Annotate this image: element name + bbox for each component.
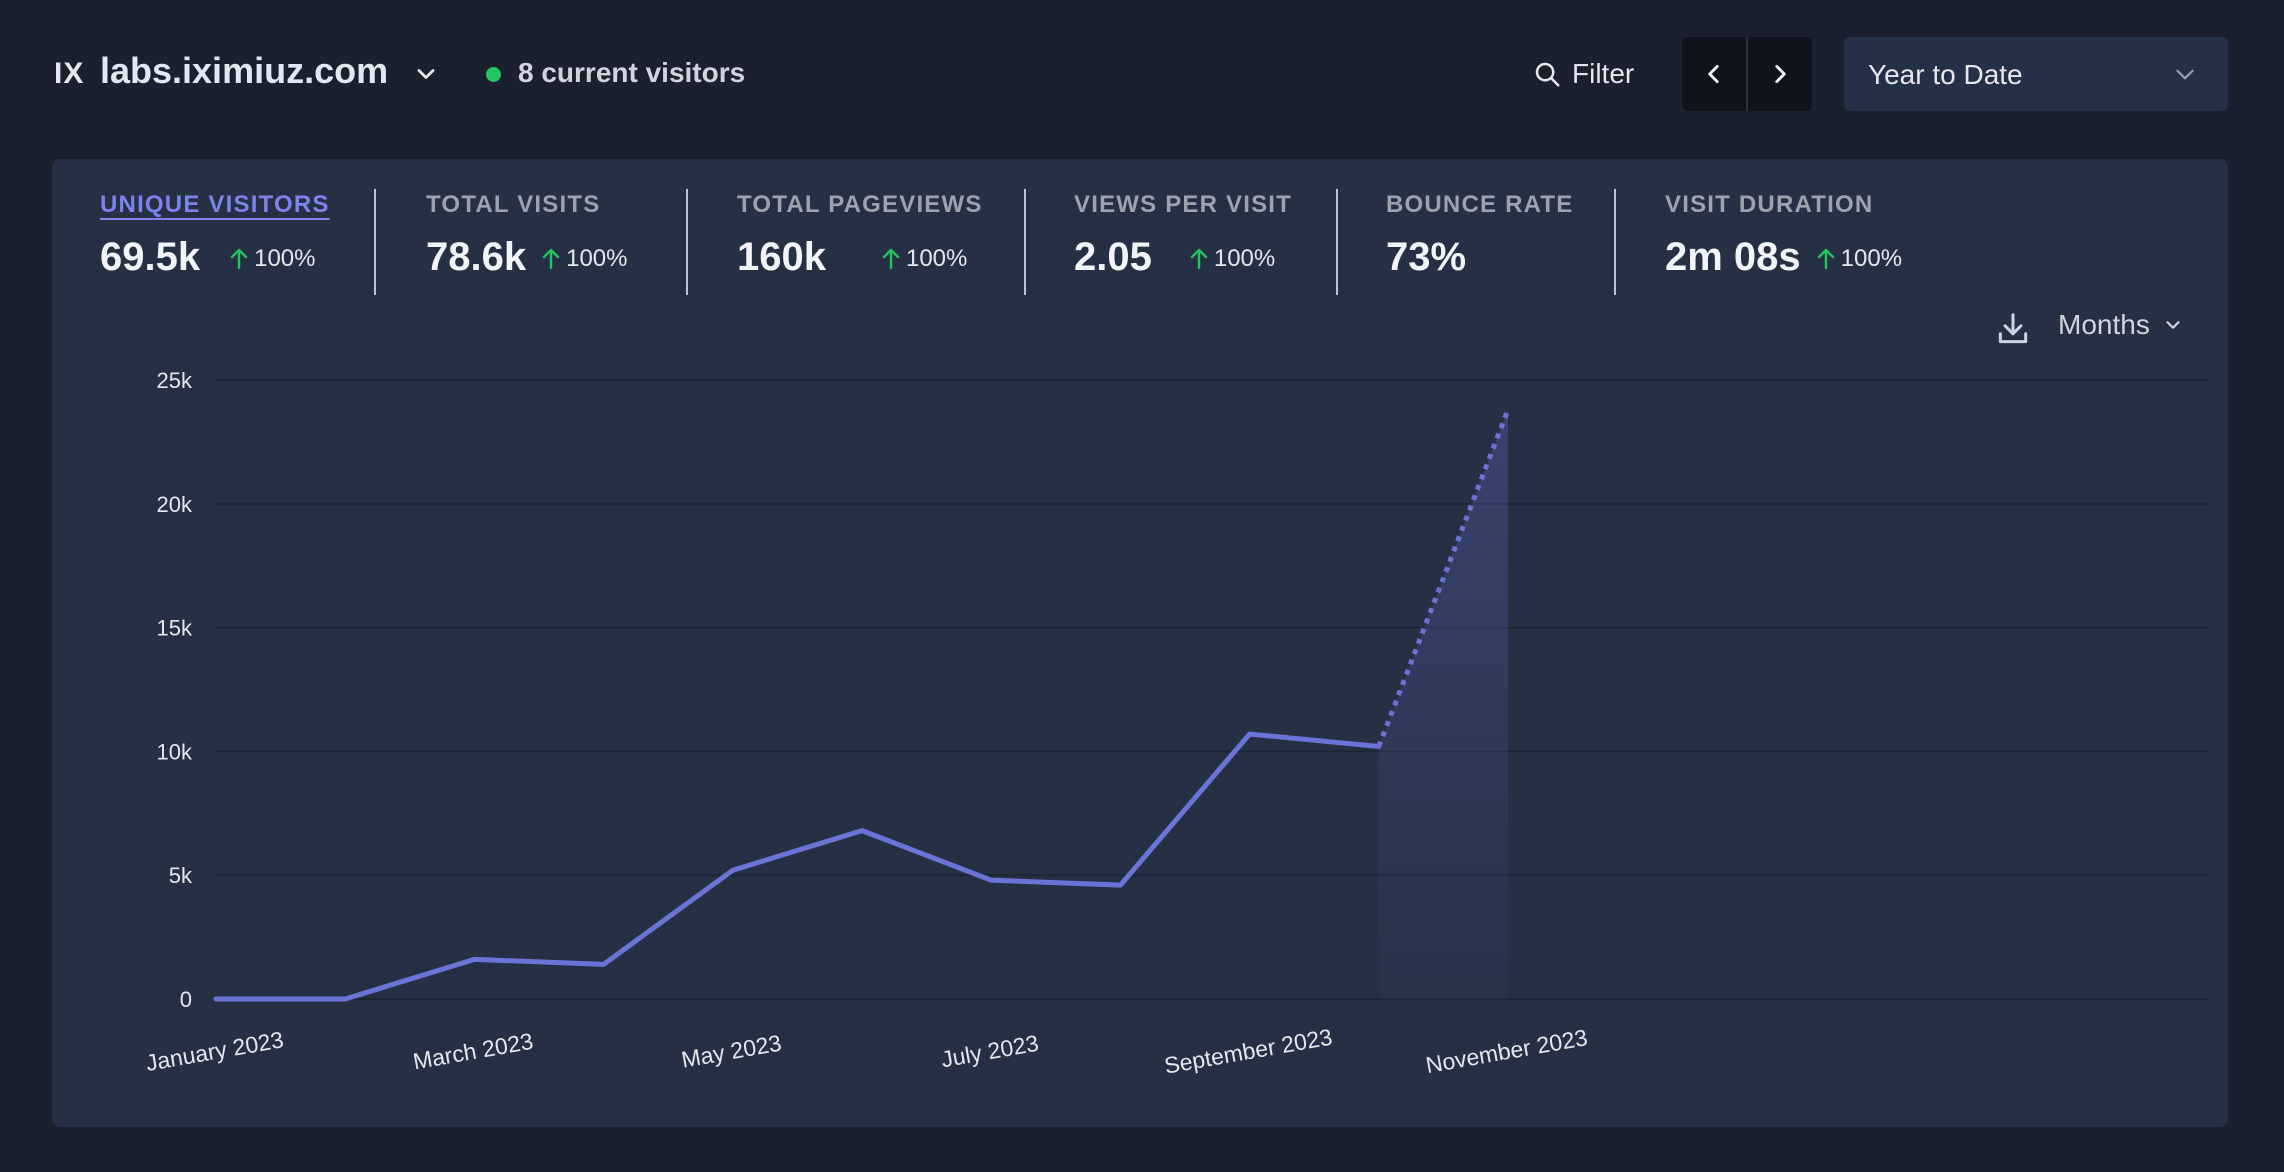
x-tick-label: January 2023 — [144, 1026, 286, 1076]
stat-value: 2.05 — [1074, 235, 1152, 279]
interval-label: Months — [2058, 309, 2150, 340]
y-tick-label: 5k — [169, 863, 193, 888]
series-line — [213, 731, 1382, 1002]
stat-visit-duration[interactable]: VISIT DURATION 2m 08s 100% — [1665, 191, 1902, 280]
arrow-up-icon — [230, 248, 248, 270]
filter-label: Filter — [1572, 58, 1635, 89]
y-tick-label: 10k — [157, 739, 193, 764]
y-tick-label: 25k — [157, 368, 193, 393]
stat-change-value: 100% — [566, 245, 628, 272]
x-tick-label: July 2023 — [939, 1030, 1040, 1073]
chevron-down-icon[interactable] — [412, 60, 440, 88]
series-line-partial — [1376, 408, 1511, 748]
interval-select[interactable]: Months — [2058, 309, 2184, 341]
stat-divider — [374, 189, 376, 295]
stat-change-value: 100% — [254, 245, 316, 272]
stat-value: 78.6k — [426, 235, 527, 279]
stat-divider — [1614, 189, 1616, 295]
stat-change: 100% — [542, 245, 628, 273]
stat-value: 73% — [1386, 235, 1467, 279]
search-icon — [1535, 62, 1560, 87]
stat-total-pageviews[interactable]: TOTAL PAGEVIEWS 160k 100% — [737, 191, 983, 280]
stat-value: 160k — [737, 235, 826, 279]
arrow-up-icon — [542, 248, 560, 270]
x-tick-label: November 2023 — [1424, 1024, 1590, 1078]
stat-label: UNIQUE VISITORS — [100, 191, 330, 218]
stat-label: TOTAL PAGEVIEWS — [737, 191, 983, 218]
x-tick-label: March 2023 — [411, 1028, 535, 1075]
period-nav — [1682, 37, 1812, 111]
stat-change: 100% — [1817, 245, 1902, 273]
stat-unique-visitors[interactable]: UNIQUE VISITORS 69.5k 100% — [100, 191, 330, 280]
period-label: Year to Date — [1868, 59, 2023, 90]
stat-label: VIEWS PER VISIT — [1074, 191, 1293, 218]
site-logo[interactable]: IX — [54, 57, 85, 90]
chevron-down-icon — [2166, 321, 2180, 329]
stats-card: UNIQUE VISITORS 69.5k 100% TOTAL VISITS … — [52, 159, 2228, 1127]
stat-change: 100% — [1190, 245, 1275, 273]
next-period-button[interactable] — [1748, 37, 1812, 111]
period-select[interactable]: Year to Date — [1844, 37, 2228, 111]
stat-label: TOTAL VISITS — [426, 191, 601, 218]
stat-label: VISIT DURATION — [1665, 191, 1874, 218]
stat-change: 100% — [882, 245, 967, 273]
y-tick-label: 15k — [157, 616, 193, 641]
arrow-up-icon — [1190, 248, 1208, 270]
y-tick-label: 0 — [180, 987, 192, 1012]
live-indicator-dot — [486, 67, 501, 82]
filter-button[interactable]: Filter — [1532, 52, 1634, 96]
top-bar: IX labs.iximiuz.com 8 current visitors F… — [0, 0, 2284, 150]
stat-change-value: 100% — [1213, 245, 1276, 272]
previous-period-button[interactable] — [1682, 37, 1746, 111]
stat-divider — [1336, 189, 1338, 295]
stat-total-visits[interactable]: TOTAL VISITS 78.6k 100% — [426, 191, 628, 280]
stat-change: 100% — [230, 245, 316, 273]
stat-change-value: 100% — [905, 245, 968, 272]
stat-divider — [686, 189, 688, 295]
arrow-up-icon — [1817, 248, 1834, 270]
partial-period-area — [1378, 409, 1508, 999]
chevron-down-icon — [2176, 69, 2194, 80]
visitors-chart[interactable]: 0 5k 10k 15k 20k 25k January 2023 March 2023 May… — [52, 159, 2228, 1127]
chevron-right-icon — [1775, 65, 1786, 83]
stat-label: BOUNCE RATE — [1386, 191, 1574, 218]
stat-views-per-visit[interactable]: VIEWS PER VISIT 2.05 100% — [1074, 191, 1292, 280]
nav-divider — [1746, 37, 1748, 111]
x-tick-label: May 2023 — [679, 1030, 783, 1073]
chevron-left-icon — [1708, 65, 1719, 83]
current-visitors[interactable]: 8 current visitors — [518, 57, 746, 88]
stat-change-value: 100% — [1840, 245, 1903, 272]
x-tick-label: September 2023 — [1162, 1024, 1334, 1079]
site-name[interactable]: labs.iximiuz.com — [100, 50, 389, 91]
stat-value: 2m 08s — [1665, 235, 1801, 279]
y-tick-label: 20k — [157, 492, 193, 517]
arrow-up-icon — [882, 248, 900, 270]
download-icon[interactable] — [1994, 310, 2032, 348]
stat-divider — [1024, 189, 1026, 295]
stat-bounce-rate[interactable]: BOUNCE RATE 73% — [1386, 191, 1573, 280]
stat-value: 69.5k — [100, 235, 201, 279]
